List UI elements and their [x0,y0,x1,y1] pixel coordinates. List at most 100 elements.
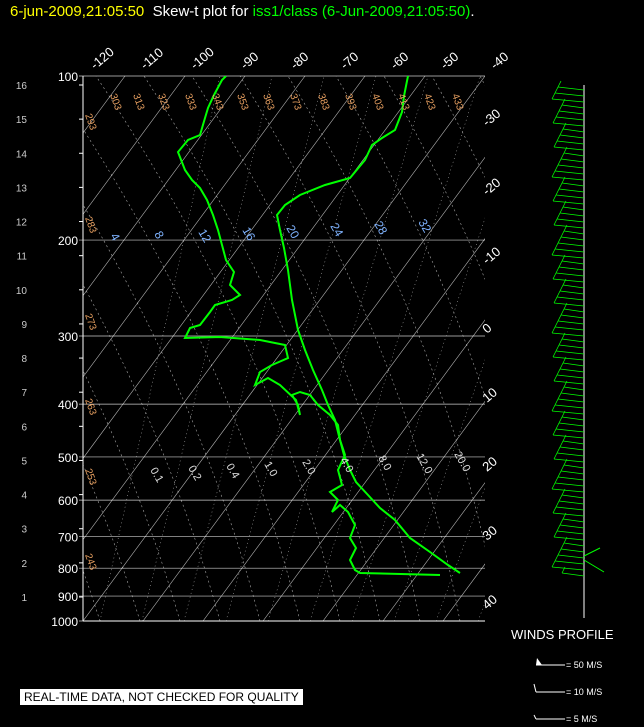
top-temp-label: -120 [87,44,117,72]
top-temp-label: -60 [387,49,411,73]
wind-barb [561,260,585,265]
wind-barb-flag [561,566,566,574]
pressure-label: 500 [58,451,78,465]
wind-barb-flag [557,470,562,478]
winds-legend: = 50 M/S = 10 M/S = 5 M/S [533,658,602,724]
wind-barb-flag [551,170,556,178]
wind-barb [558,500,585,505]
wind-barb-flag [552,194,557,202]
wind-barb-flag [563,146,568,154]
wind-barb-flag [560,464,565,472]
wind-barb-flag [559,284,564,292]
legend-barb-tick [533,683,537,693]
wind-barb-flag [561,176,566,184]
wind-barb-flag [559,362,564,370]
right-temp-label: -20 [479,175,503,199]
height-label: 1 [21,593,27,604]
theta-label: 273 [82,312,98,332]
wind-barb [551,98,585,103]
wind-barb-flag [557,158,562,166]
sounding-traces [176,76,461,576]
wind-barb-flag [556,446,561,454]
dry-adiabat [287,76,485,548]
wind-barb [561,494,585,499]
wind-barb-flag [551,248,556,256]
mixing-ratio-label: 20.0 [451,450,472,475]
wind-barb-flag [560,152,565,160]
wind-barb-flag [555,266,560,274]
wind-barb [563,308,585,313]
mixing-ratio-line [225,76,377,621]
top-temp-label: -90 [237,49,261,73]
dry-adiabat [83,204,261,621]
dry-adiabat [191,76,421,621]
wind-barb [555,350,585,355]
wind-barb-flag [552,428,557,436]
height-label: 4 [21,491,27,502]
wind-barb [557,476,585,481]
wind-barb-flag [560,230,565,238]
wind-barb-flag [552,506,557,514]
wind-barb [553,302,585,307]
wind-barb-flag [559,206,564,214]
wind-barb-flag [558,104,563,112]
top-temp-label: -80 [287,49,311,73]
mixing-ratio-label: 20 [283,223,302,242]
wind-barb [563,386,585,391]
isotherm [83,76,306,378]
wind-barb-flag [553,452,558,460]
wind-barb-flag [553,530,558,538]
wind-barb [559,524,585,529]
height-label: 13 [16,183,28,194]
isotherm [382,482,485,621]
mixing-ratio-label: 0.2 [185,464,203,483]
wind-barb [563,152,585,157]
mixing-ratio-line [351,217,485,621]
wind-barb-flag [551,92,556,100]
mixing-ratio-line [435,486,485,621]
wind-barb [554,248,585,253]
wind-barb-flag [560,386,565,394]
wind-barb-flag [561,332,566,340]
wind-barb-flag [554,320,559,328]
wind-barb [554,92,585,97]
wind-barb [551,488,585,493]
top-temp-label: -70 [337,49,361,73]
title-prefix: Skew-t plot for [152,3,249,20]
wind-barb [554,482,585,487]
wind-barb-flag [562,434,567,442]
wind-barb [559,290,585,295]
mixing-ratio-label: 28 [371,219,390,238]
dry-adiabat [83,370,181,621]
mixing-ratio-label: 12.0 [413,452,434,477]
legend-label: = 5 M/S [566,714,597,724]
wind-barb-flag [554,242,559,250]
plot-frame [79,75,485,622]
wind-barb [559,134,585,139]
wind-barb-flag [562,278,567,286]
pressure-label: 800 [58,562,78,576]
isotherm [83,76,246,297]
theta-label: 423 [421,92,437,112]
pressure-label: 600 [58,494,78,508]
wind-barb [555,506,585,511]
wind-barb [560,236,585,241]
theta-label: 283 [82,215,98,235]
wind-barb-flag [559,440,564,448]
theta-label: 363 [260,92,276,112]
wind-barb-surface [583,559,605,573]
theta-label: 373 [287,92,303,112]
dewpoint-trace [176,76,441,576]
wind-barb-flag [561,410,566,418]
wind-barb [558,110,585,115]
mixing-ratio-label: 1.0 [261,460,279,479]
height-label: 7 [21,388,27,399]
wind-barb [561,182,585,187]
mixing-ratio-label: 2.0 [299,458,317,477]
legend-barb-tick [533,714,537,720]
theta-label: 393 [342,92,358,112]
wind-barb-flag [560,542,565,550]
wind-barb-flag [560,308,565,316]
wind-barb-surface [583,547,601,557]
isotherm [322,400,485,621]
